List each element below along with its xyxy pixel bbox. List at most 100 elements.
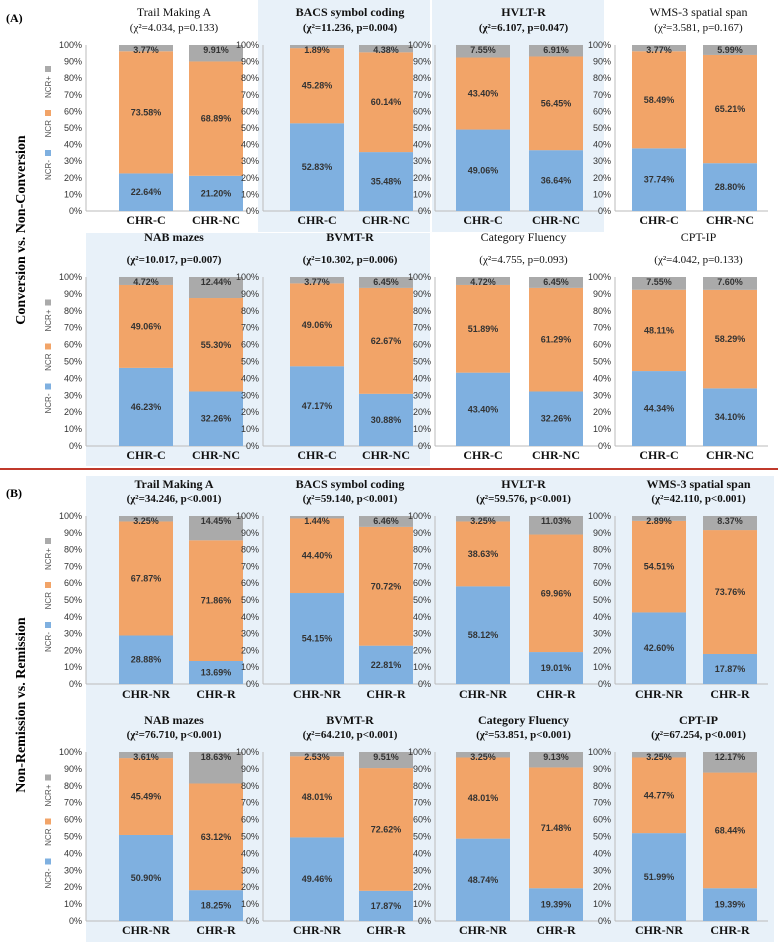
- bar-value-label: 69.96%: [541, 588, 572, 598]
- y-tick-label: 10%: [593, 662, 611, 672]
- y-tick-label: 60%: [241, 578, 259, 588]
- y-tick-label: 80%: [413, 545, 431, 555]
- x-category-label: CHR-C: [463, 448, 502, 462]
- y-tick-label: 10%: [413, 899, 431, 909]
- bar-segment-ncrplus: [703, 45, 757, 55]
- bar-segment-ncrplus: [359, 752, 413, 769]
- y-tick-label: 20%: [241, 645, 259, 655]
- y-tick-label: 20%: [593, 407, 611, 417]
- chart-title: Category Fluency: [478, 713, 569, 727]
- bar-segment-ncrplus: [359, 277, 413, 288]
- x-category-label: CHR-R: [710, 687, 750, 701]
- bar-value-label: 68.89%: [201, 114, 232, 124]
- bar-segment-ncr: [189, 61, 243, 176]
- y-tick-label: 50%: [413, 832, 431, 842]
- bar-segment-ncrminus: [119, 173, 173, 211]
- y-tick-label: 80%: [593, 73, 611, 83]
- bar-value-label: 48.01%: [468, 793, 499, 803]
- y-tick-label: 20%: [241, 407, 259, 417]
- x-category-label: CHR-NC: [362, 448, 410, 462]
- chart-stat: (χ²=11.236, p=0.004): [303, 22, 398, 34]
- y-tick-label: 60%: [241, 340, 259, 350]
- y-tick-label: 70%: [64, 798, 82, 808]
- y-tick-label: 60%: [593, 106, 611, 116]
- y-tick-label: 0%: [598, 206, 611, 216]
- y-tick-label: 20%: [241, 173, 259, 183]
- y-tick-label: 40%: [241, 612, 259, 622]
- y-tick-label: 70%: [64, 323, 82, 333]
- y-tick-label: 30%: [64, 629, 82, 639]
- y-tick-label: 70%: [413, 561, 431, 571]
- y-tick-label: 0%: [69, 916, 82, 926]
- bar-segment-ncr: [290, 48, 344, 124]
- y-tick-label: 70%: [413, 90, 431, 100]
- bar-segment-ncr: [359, 287, 413, 394]
- x-category-label: CHR-R: [710, 923, 750, 937]
- y-tick-label: 30%: [64, 865, 82, 875]
- y-tick-label: 70%: [593, 323, 611, 333]
- bar-value-label: 58.49%: [644, 95, 675, 105]
- x-category-label: CHR-NC: [532, 448, 580, 462]
- y-tick-label: 50%: [241, 357, 259, 367]
- bar-segment-ncr: [529, 56, 583, 151]
- y-tick-label: 20%: [64, 645, 82, 655]
- y-tick-label: 30%: [64, 390, 82, 400]
- y-tick-label: 50%: [593, 123, 611, 133]
- y-tick-label: 40%: [593, 140, 611, 150]
- y-tick-label: 80%: [241, 306, 259, 316]
- x-category-label: CHR-R: [536, 923, 576, 937]
- chart-stat: (χ²=53.851, p<0.001): [476, 729, 571, 741]
- chart-stat: (χ²=6.107, p=0.047): [479, 22, 569, 34]
- y-tick-label: 20%: [413, 645, 431, 655]
- y-tick-label: 80%: [593, 545, 611, 555]
- chart-stat: (χ²=10.017, p=0.007): [127, 254, 222, 266]
- y-tick-label: 30%: [241, 390, 259, 400]
- bar-value-label: 6.45%: [373, 277, 399, 287]
- chart-title: HVLT-R: [501, 5, 546, 19]
- y-tick-label: 40%: [593, 373, 611, 383]
- bar-segment-ncr: [632, 289, 686, 372]
- bar-value-label: 14.45%: [201, 516, 232, 526]
- y-tick-label: 30%: [241, 865, 259, 875]
- y-tick-label: 10%: [241, 899, 259, 909]
- bar-value-label: 62.67%: [371, 336, 402, 346]
- y-tick-label: 100%: [588, 40, 611, 50]
- bar-value-label: 22.64%: [131, 187, 162, 197]
- y-tick-label: 50%: [413, 595, 431, 605]
- y-tick-label: 40%: [64, 612, 82, 622]
- y-tick-label: 0%: [246, 679, 259, 689]
- bar-segment-ncr: [359, 52, 413, 153]
- y-tick-label: 90%: [241, 57, 259, 67]
- legend-label: NCR+: [44, 76, 53, 98]
- y-tick-label: 100%: [236, 747, 259, 757]
- y-tick-label: 70%: [241, 561, 259, 571]
- y-tick-label: 70%: [593, 90, 611, 100]
- bar-value-label: 7.55%: [470, 45, 496, 55]
- bar-segment-ncrplus: [456, 752, 510, 758]
- chart-stat: (χ²=10.302, p=0.006): [303, 254, 398, 266]
- bar-value-label: 43.40%: [468, 89, 499, 99]
- chart-4: WMS-3 spatial span (χ²=3.581, p=0.167) 0% 1…: [588, 5, 768, 227]
- chart-16: CPT-IP (χ²=67.254, p<0.001) 0% 10% 20% 30% 40%…: [588, 713, 768, 937]
- x-category-label: CHR-C: [639, 448, 678, 462]
- bar-segment-ncrminus: [632, 833, 686, 921]
- chart-title: Category Fluency: [481, 230, 567, 244]
- y-tick-label: 0%: [69, 441, 82, 451]
- y-tick-label: 80%: [241, 781, 259, 791]
- bar-segment-ncrplus: [456, 516, 510, 522]
- bar-segment-ncrplus: [632, 277, 686, 290]
- x-category-label: CHR-C: [126, 213, 165, 227]
- bar-segment-ncr: [290, 756, 344, 838]
- bar-value-label: 73.76%: [715, 587, 746, 597]
- bar-value-label: 32.26%: [541, 414, 572, 424]
- x-category-label: CHR-NC: [192, 448, 240, 462]
- y-tick-label: 0%: [418, 441, 431, 451]
- bar-value-label: 72.62%: [371, 824, 402, 834]
- legend-swatch: [45, 538, 51, 544]
- bar-value-label: 19.01%: [541, 663, 572, 673]
- legend-swatch: [45, 110, 51, 116]
- y-tick-label: 90%: [593, 289, 611, 299]
- bar-segment-ncrplus: [529, 516, 583, 535]
- bar-segment-ncrminus: [632, 612, 686, 684]
